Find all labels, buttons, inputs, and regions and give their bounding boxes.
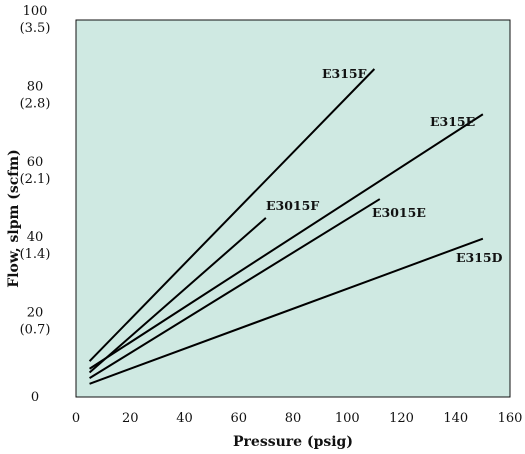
series-line-e3015e — [89, 198, 381, 380]
series-label-e315f: E315F — [322, 66, 367, 81]
y-tick-label: 60 — [27, 155, 44, 170]
series-line-e315d — [89, 237, 484, 385]
y-tick-label: 100 — [23, 4, 48, 19]
series-label-e315e: E315E — [430, 114, 475, 129]
x-tick-label: 100 — [335, 411, 360, 426]
plot-area — [75, 19, 511, 398]
series-label-e315d: E315D — [456, 250, 503, 265]
x-tick-label: 40 — [176, 411, 193, 426]
x-tick-label: 80 — [285, 411, 302, 426]
x-tick-labels: 0 20 40 60 80 100 120 140 160 — [72, 411, 523, 426]
y-tick-sublabel: (0.7) — [20, 323, 51, 338]
x-tick-label: 160 — [498, 411, 523, 426]
series-label-layer: E315F E315E E3015F E3015E E315D — [266, 66, 503, 265]
y-axis-title: Flow, slpm (scfm) — [6, 149, 22, 287]
x-tick-label: 60 — [230, 411, 247, 426]
y-tick-sublabel: (1.4) — [20, 247, 51, 262]
y-tick-label: 40 — [27, 230, 44, 245]
series-label-e3015f: E3015F — [266, 198, 319, 213]
series-line-e315f — [88, 68, 376, 362]
y-tick-labels: 0 20 (0.7) 40 (1.4) 60 (2.1) 80 (2.8) 100 (3.5) — [20, 4, 51, 405]
y-tick-sublabel: (2.8) — [20, 96, 51, 111]
y-tick-label: 0 — [31, 390, 39, 405]
x-tick-label: 120 — [389, 411, 414, 426]
series-layer — [88, 68, 484, 385]
series-line-e3015f — [88, 217, 267, 374]
y-tick-label: 20 — [27, 306, 44, 321]
y-tick-sublabel: (3.5) — [20, 21, 51, 36]
x-tick-label: 140 — [443, 411, 468, 426]
x-axis-title: Pressure (psig) — [233, 434, 353, 450]
y-tick-sublabel: (2.1) — [20, 172, 51, 187]
x-tick-label: 0 — [72, 411, 80, 426]
y-tick-label: 80 — [27, 79, 44, 94]
series-label-e3015e: E3015E — [372, 205, 426, 220]
series-line-e315e — [89, 113, 484, 370]
x-tick-label: 20 — [122, 411, 139, 426]
